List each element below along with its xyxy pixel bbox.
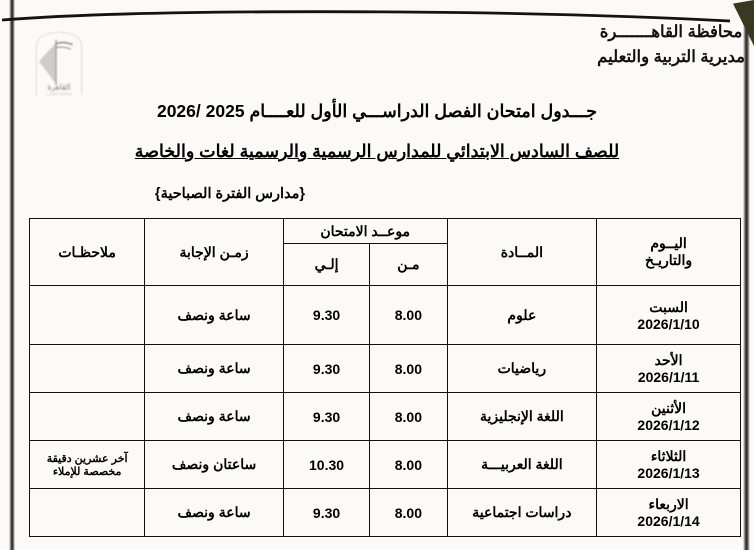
svg-text:محافظة القاهرة: محافظة القاهرة <box>46 91 73 95</box>
